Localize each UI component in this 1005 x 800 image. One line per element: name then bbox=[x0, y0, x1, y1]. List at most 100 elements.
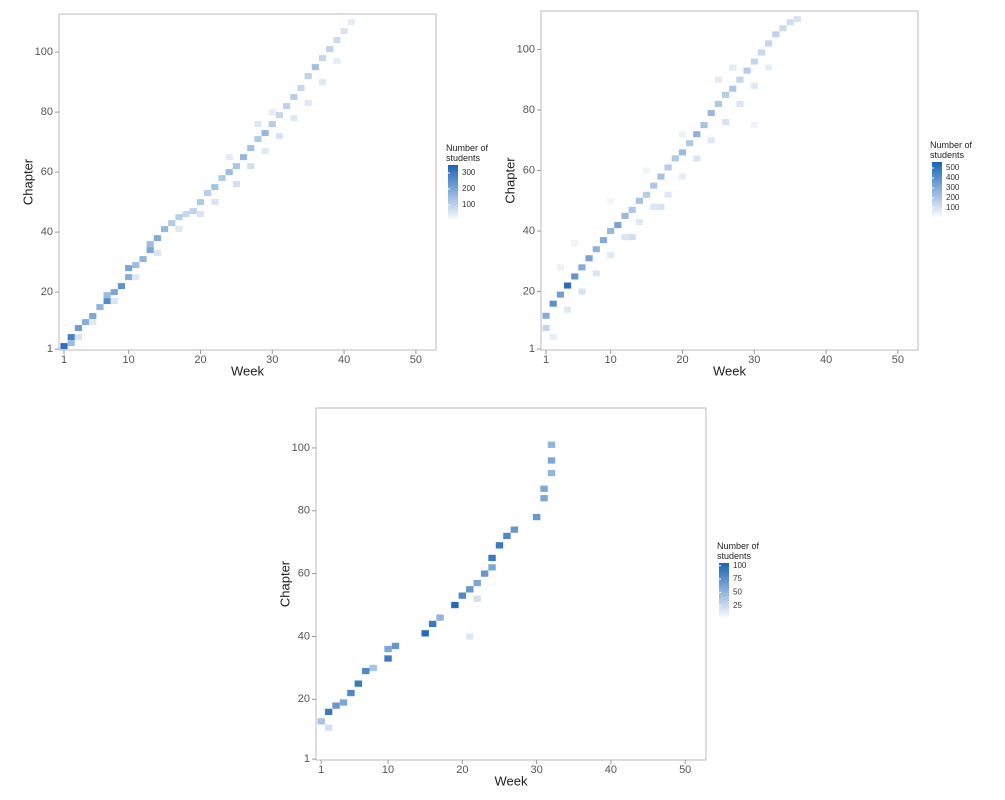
heat-cell bbox=[74, 325, 82, 332]
heat-cell bbox=[540, 495, 548, 502]
heat-cell bbox=[311, 64, 319, 71]
heat-cell bbox=[67, 340, 75, 347]
legend-title: Number of students bbox=[717, 541, 760, 561]
heat-cell bbox=[304, 73, 312, 80]
x-tick-label: 40 bbox=[605, 764, 617, 776]
heat-cell bbox=[218, 175, 226, 182]
heat-cell bbox=[347, 689, 355, 697]
x-tick-label: 30 bbox=[748, 354, 760, 366]
x-tick-label: 50 bbox=[679, 764, 691, 776]
y-tick-label: 1 bbox=[304, 753, 310, 765]
heat-cell bbox=[650, 182, 658, 189]
heat-cell bbox=[664, 191, 672, 198]
heat-cell bbox=[693, 155, 701, 162]
heat-cell bbox=[743, 67, 751, 74]
heat-cell bbox=[599, 237, 608, 244]
heat-cell bbox=[635, 218, 643, 225]
heat-cell bbox=[290, 115, 298, 122]
heat-cell bbox=[168, 220, 176, 227]
heat-cell bbox=[261, 130, 269, 137]
colorbar-label: 300 bbox=[946, 183, 960, 192]
heat-cell bbox=[103, 298, 111, 305]
heat-cell bbox=[495, 542, 504, 549]
heat-cell bbox=[578, 288, 586, 295]
heat-cell bbox=[750, 58, 758, 65]
colorbar-label: 25 bbox=[733, 601, 742, 610]
heat-cell bbox=[391, 642, 400, 650]
heat-cell bbox=[556, 264, 564, 271]
heat-cell bbox=[384, 645, 392, 653]
heat-cell bbox=[563, 306, 572, 313]
heat-cell bbox=[125, 265, 133, 272]
heat-cell bbox=[354, 680, 363, 687]
colorbar bbox=[448, 165, 458, 221]
heat-cell bbox=[369, 664, 377, 672]
heat-cell bbox=[779, 25, 787, 32]
heat-cell bbox=[160, 226, 169, 233]
heat-cell bbox=[721, 91, 730, 98]
y-tick-label: 60 bbox=[523, 164, 535, 176]
heat-cell bbox=[707, 109, 715, 117]
heat-cell bbox=[362, 667, 370, 675]
plot-frame bbox=[58, 13, 437, 351]
heat-cell bbox=[428, 620, 437, 628]
plot-frame bbox=[540, 10, 919, 351]
heat-cell bbox=[96, 304, 104, 311]
heat-cell bbox=[542, 312, 550, 319]
heat-cell bbox=[458, 592, 467, 599]
heat-cell bbox=[571, 240, 579, 247]
heat-cell bbox=[729, 64, 737, 71]
x-axis-title: Week bbox=[713, 363, 746, 378]
heat-cell bbox=[110, 289, 118, 296]
heat-cell bbox=[480, 570, 489, 577]
heat-cell bbox=[729, 85, 737, 92]
heat-cell bbox=[332, 702, 340, 709]
heat-cell bbox=[671, 155, 679, 162]
x-tick-label: 10 bbox=[123, 354, 135, 366]
colorbar-label: 400 bbox=[946, 173, 960, 182]
heat-cell bbox=[678, 149, 687, 156]
heat-cell bbox=[750, 82, 758, 89]
y-tick-label: 20 bbox=[298, 693, 310, 705]
x-tick-label: 20 bbox=[456, 764, 468, 776]
x-tick-label: 50 bbox=[892, 354, 904, 366]
heat-cell bbox=[772, 31, 780, 38]
heat-cell bbox=[473, 579, 481, 587]
heat-cell bbox=[74, 334, 82, 341]
heat-cell bbox=[549, 300, 557, 307]
heat-cell bbox=[657, 173, 665, 180]
heat-cell bbox=[125, 274, 133, 281]
heat-cell bbox=[571, 273, 579, 280]
colorbar-label: 100 bbox=[733, 561, 747, 570]
y-tick-label: 1 bbox=[529, 343, 535, 355]
heat-cell bbox=[340, 28, 348, 35]
heat-cell bbox=[324, 708, 333, 716]
heat-cell bbox=[297, 85, 305, 92]
heat-cell bbox=[239, 154, 248, 161]
legend-title: Number of students bbox=[446, 143, 489, 163]
heat-cell bbox=[547, 441, 556, 448]
heat-cell bbox=[750, 122, 758, 129]
heat-cell bbox=[182, 211, 190, 218]
heat-cell bbox=[132, 274, 140, 281]
heat-cell bbox=[547, 457, 556, 464]
heat-cell bbox=[451, 601, 459, 609]
heat-cell bbox=[225, 154, 233, 161]
plot-frame bbox=[315, 407, 707, 761]
x-tick-label: 40 bbox=[820, 354, 832, 366]
y-axis-title: Chapter bbox=[277, 560, 292, 607]
heat-cell bbox=[714, 76, 722, 83]
colorbar-label: 100 bbox=[462, 200, 476, 209]
heat-cell bbox=[196, 211, 205, 218]
heat-cell bbox=[473, 595, 481, 602]
x-tick-label: 10 bbox=[605, 354, 617, 366]
heat-cell bbox=[628, 234, 636, 241]
heat-cell bbox=[339, 699, 348, 706]
heat-cell bbox=[563, 282, 572, 289]
colorbar-label: 200 bbox=[462, 184, 476, 193]
colorbar-label: 50 bbox=[733, 587, 742, 596]
heat-cell bbox=[132, 262, 140, 269]
heat-cell bbox=[67, 334, 75, 341]
heat-cell bbox=[268, 121, 276, 128]
